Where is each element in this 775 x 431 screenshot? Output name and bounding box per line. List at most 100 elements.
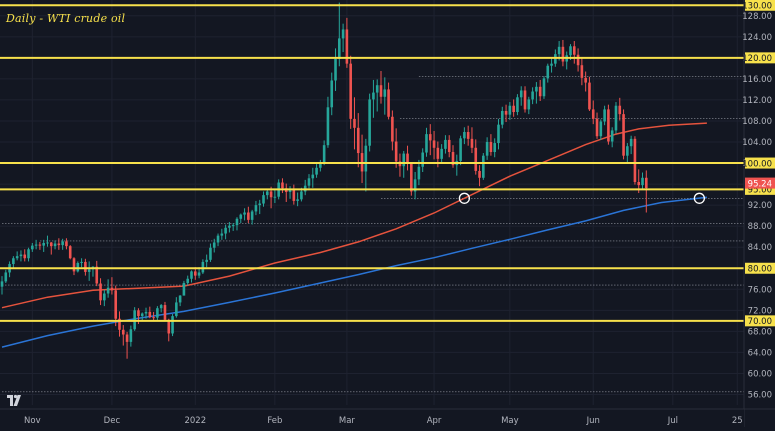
candle-body [334, 58, 337, 81]
candle [205, 254, 208, 268]
candle-body [364, 145, 368, 172]
price-axis[interactable]: 56.00 60.00 64.00 68.00 72.00 76.00 80.00 84.00… [742, 0, 775, 427]
candle [87, 261, 91, 281]
candle-body [254, 205, 258, 212]
candle [330, 72, 334, 116]
candle-body [114, 290, 117, 319]
candle [489, 134, 493, 156]
candle [379, 71, 383, 104]
candle [523, 86, 527, 113]
level-price-label: 120.00 [742, 54, 772, 64]
candle-body [338, 38, 341, 59]
candle [561, 39, 565, 67]
candle-body [428, 134, 432, 141]
candle [466, 125, 470, 146]
candle-body [319, 162, 322, 168]
chart-title: Daily - WTI crude oil [6, 12, 126, 25]
candle [353, 97, 356, 150]
candle-body [65, 241, 68, 247]
candle-body [118, 318, 121, 330]
candle [504, 104, 508, 123]
candle-body [629, 138, 633, 147]
candle-body [175, 302, 178, 317]
candle-body [557, 46, 561, 55]
candle [53, 240, 57, 250]
candle [629, 135, 633, 155]
candle-body [527, 99, 531, 110]
candle-body [368, 99, 371, 146]
candle-body [159, 305, 163, 309]
candle [319, 159, 322, 172]
candle-body [508, 105, 512, 115]
candle [186, 275, 190, 286]
candle [216, 233, 220, 247]
candle [550, 58, 553, 73]
candle-body [580, 65, 584, 78]
candle-body [171, 316, 174, 334]
price-tick-label: 76.00 [748, 285, 772, 295]
candle [65, 238, 68, 250]
candle-body [148, 311, 152, 318]
candle-body [61, 241, 64, 246]
candle [148, 306, 152, 319]
time-axis[interactable]: Nov Dec 2022 Feb Mar Apr May Jun Jul 25 [0, 408, 775, 427]
candle [61, 238, 64, 250]
candle [603, 105, 606, 126]
support-touch-marker [693, 192, 706, 204]
candle-body [622, 114, 625, 156]
tradingview-logo-icon[interactable] [6, 393, 24, 407]
candle [201, 259, 205, 275]
candle [273, 188, 277, 204]
candle [535, 82, 538, 104]
candle-body [273, 196, 277, 198]
candle-body [500, 110, 504, 125]
candle [402, 150, 406, 178]
candle-body [296, 199, 299, 201]
candle-body [519, 90, 523, 98]
candle [110, 277, 114, 295]
candle-body [31, 245, 34, 250]
candle [133, 307, 136, 331]
candle [338, 2, 341, 67]
candle-body [247, 212, 250, 220]
candle [182, 280, 186, 296]
candle [106, 279, 110, 298]
candle-body [474, 147, 478, 171]
candle-body [269, 191, 273, 198]
candle-body [417, 166, 421, 180]
candle-body [311, 174, 315, 179]
candle-body [626, 146, 629, 156]
candle-body [258, 203, 262, 206]
candle [591, 100, 595, 125]
candle-body [224, 227, 227, 234]
candle-body [466, 132, 470, 139]
level-price-label: 130.00 [742, 1, 772, 11]
candle-body [451, 152, 455, 166]
time-tick-label: Apr [427, 416, 442, 426]
candle [345, 17, 349, 68]
candle [68, 245, 72, 260]
candle-body [103, 293, 106, 301]
candle [322, 140, 326, 166]
candle [239, 213, 243, 224]
price-tick-label: 108.00 [742, 117, 772, 127]
candle [84, 258, 87, 276]
candle [152, 311, 155, 322]
candle-body [432, 140, 436, 148]
price-tick-label: 68.00 [748, 327, 772, 337]
candle-body [133, 310, 136, 330]
candle [500, 106, 504, 129]
candle-body [550, 63, 553, 66]
candle-body [72, 258, 76, 272]
candle [447, 135, 451, 158]
candle [413, 171, 417, 200]
candle-body [531, 91, 534, 100]
candle [57, 238, 61, 250]
candle [235, 217, 239, 231]
candle [46, 235, 49, 247]
time-tick-label: Jun [586, 416, 600, 426]
candle-body [391, 116, 394, 142]
candle [633, 136, 637, 185]
candle [391, 110, 394, 151]
